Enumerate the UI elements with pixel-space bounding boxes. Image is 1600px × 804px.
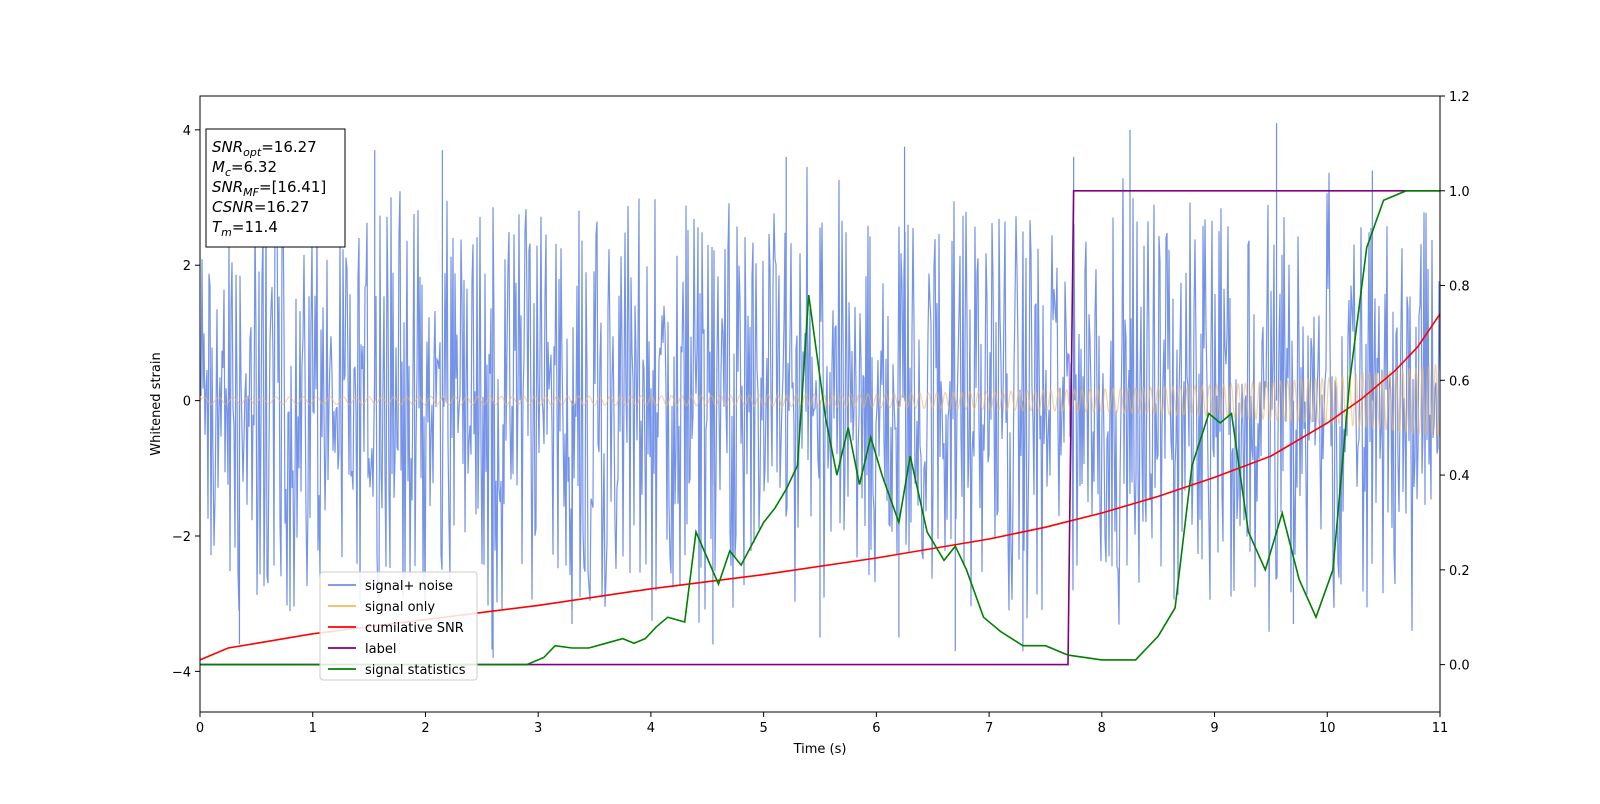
- series-signal-noise: [200, 166, 1440, 650]
- plot-area: [200, 123, 1440, 666]
- y-right-tick-label: 1.0: [1449, 185, 1470, 200]
- annotation-line: SNRopt=16.27: [212, 138, 317, 159]
- y-right-tick-label: 0.6: [1449, 374, 1470, 389]
- legend-label: signal only: [365, 600, 435, 615]
- x-tick-label: 7: [985, 721, 993, 736]
- annotation-line: SNRMF=[16.41]: [212, 178, 326, 199]
- annotation-frame: [205, 128, 346, 248]
- legend-label: label: [365, 642, 396, 657]
- annotation-line: Mc=6.32: [212, 158, 277, 179]
- y-right-tick-label: 0.0: [1449, 659, 1470, 674]
- x-tick-label: 5: [759, 721, 767, 736]
- y-left-tick-label: −4: [172, 665, 191, 680]
- x-tick-label: 0: [196, 721, 204, 736]
- series-signal-statistics: [200, 190, 1440, 666]
- x-tick-label: 11: [1432, 721, 1449, 736]
- y-right-tick-label: 0.2: [1449, 564, 1470, 579]
- x-tick-label: 3: [534, 721, 542, 736]
- x-tick-label: 2: [421, 721, 429, 736]
- y-left-tick-label: 2: [183, 259, 191, 274]
- y-left-tick-label: 0: [183, 395, 191, 410]
- y-right-tick-label: 0.4: [1449, 469, 1470, 484]
- annotation-box: SNRopt=16.27Mc=6.32SNRMF=[16.41]CSNR=16.…: [205, 128, 346, 248]
- x-axis-label: Time (s): [793, 742, 847, 757]
- x-tick-label: 1: [309, 721, 317, 736]
- x-tick-label: 9: [1210, 721, 1218, 736]
- y-right-tick-label: 1.2: [1449, 90, 1470, 105]
- legend-label: cumilative SNR: [365, 621, 464, 636]
- plot-frame: [199, 95, 1441, 713]
- y-axis-label: Whitened strain: [149, 352, 164, 455]
- x-tick-label: 8: [1098, 721, 1106, 736]
- y-right-tick-label: 0.8: [1449, 280, 1470, 295]
- y-left-tick-label: 4: [183, 124, 191, 139]
- x-tick-label: 10: [1319, 721, 1336, 736]
- legend: signal+ noise signal only cumilative SNR la…: [319, 571, 478, 681]
- legend-label: signal statistics: [365, 663, 466, 678]
- annotation-line: CSNR=16.27: [212, 198, 309, 216]
- legend-label: signal+ noise: [365, 579, 453, 594]
- series-label: [200, 190, 1440, 666]
- x-tick-label: 4: [647, 721, 655, 736]
- y-left-tick-label: −2: [172, 530, 191, 545]
- axes-group: 0 1 2 3 4 5 6 7 8 9 10 11 4 2 0 −2 −4 1.2 1.0 0.8 0.6 0.4 0.2 0…: [172, 90, 1470, 736]
- annotation-line: Tm=11.4: [212, 218, 278, 239]
- series-signal-only: [200, 363, 1440, 438]
- x-tick-label: 6: [872, 721, 880, 736]
- legend-frame: [319, 571, 478, 681]
